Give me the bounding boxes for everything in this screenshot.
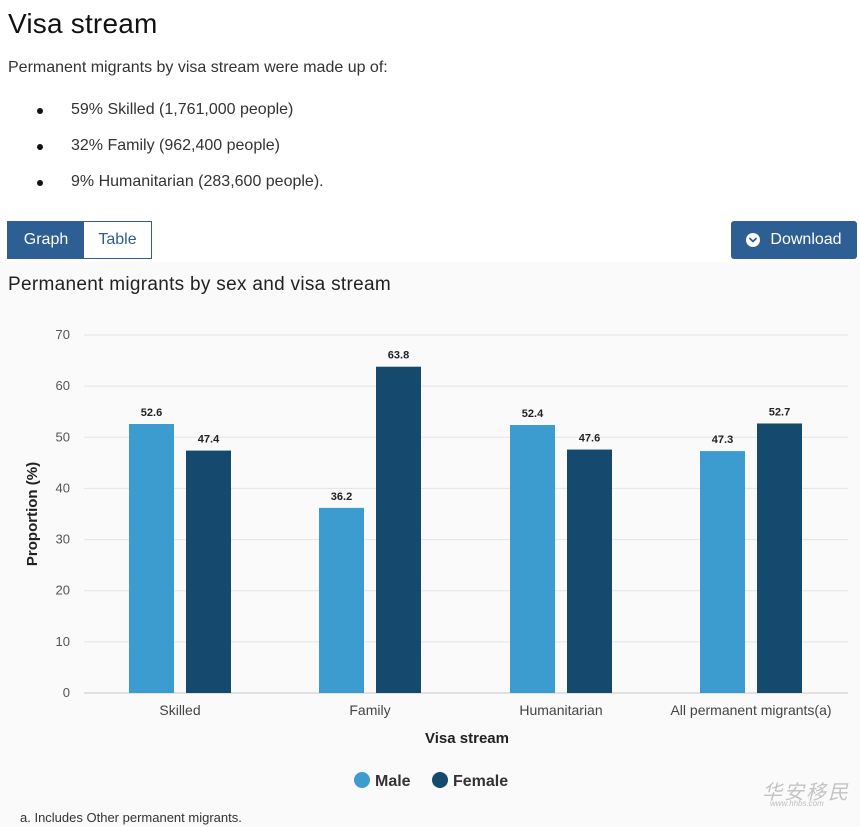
- list-item: 59% Skilled (1,761,000 people): [0, 96, 324, 132]
- x-tick-label: Family: [349, 702, 390, 718]
- bar-female: [186, 450, 231, 693]
- data-label: 52.4: [522, 408, 544, 420]
- data-label: 47.6: [579, 433, 600, 445]
- y-tick-label: 10: [56, 634, 70, 649]
- bar-female: [757, 423, 802, 693]
- download-button[interactable]: Download: [731, 221, 857, 259]
- y-tick-label: 20: [56, 583, 70, 598]
- visa-stream-summary-list: 59% Skilled (1,761,000 people) 32% Famil…: [0, 96, 324, 204]
- y-tick-label: 50: [56, 429, 70, 444]
- graph-tab[interactable]: Graph: [8, 222, 84, 258]
- y-tick-label: 30: [56, 532, 70, 547]
- download-label: Download: [770, 231, 842, 248]
- x-axis-title: Visa stream: [425, 730, 509, 747]
- data-label: 52.6: [141, 407, 162, 419]
- legend-label-female: Female: [453, 773, 508, 790]
- legend-label-male: Male: [375, 773, 411, 790]
- bar-female: [567, 449, 612, 693]
- bar-male: [510, 425, 555, 693]
- x-tick-label: All permanent migrants(a): [670, 702, 831, 718]
- list-item: 9% Humanitarian (283,600 people).: [0, 168, 324, 204]
- bar-male: [700, 451, 745, 693]
- y-tick-label: 40: [56, 480, 70, 495]
- intro-text: Permanent migrants by visa stream were m…: [8, 59, 388, 76]
- view-toggle: Graph Table: [7, 221, 152, 259]
- x-tick-label: Humanitarian: [519, 702, 602, 718]
- legend-swatch-female: [432, 772, 448, 788]
- data-label: 47.3: [712, 434, 733, 446]
- list-item: 32% Family (962,400 people): [0, 132, 324, 168]
- data-label: 47.4: [198, 434, 220, 446]
- legend-swatch-male: [354, 772, 370, 788]
- chart-title: Permanent migrants by sex and visa strea…: [8, 274, 391, 295]
- x-tick-label: Skilled: [159, 702, 200, 718]
- y-tick-label: 60: [56, 378, 70, 393]
- bar-female: [376, 366, 421, 693]
- y-axis-title: Proportion (%): [24, 462, 41, 566]
- data-label: 36.2: [331, 491, 352, 503]
- chevron-down-icon: [746, 233, 761, 247]
- bar-chart: 0 10 20 30 40 50 60 70 52.6 47.4 Skilled 36.2 63.8 Fa…: [24, 327, 848, 790]
- y-tick-label: 70: [56, 327, 70, 342]
- bar-male: [319, 507, 364, 693]
- data-label: 63.8: [388, 350, 409, 362]
- footnote: a. Includes Other permanent migrants.: [20, 810, 242, 825]
- table-tab[interactable]: Table: [84, 222, 151, 258]
- y-tick-label: 0: [63, 685, 70, 700]
- watermark-url: www.hhbs.com: [770, 799, 824, 808]
- page-title: Visa stream: [8, 8, 158, 39]
- data-label: 52.7: [769, 406, 790, 418]
- watermark-logo: 华安移民: [762, 780, 850, 804]
- bar-male: [129, 423, 174, 693]
